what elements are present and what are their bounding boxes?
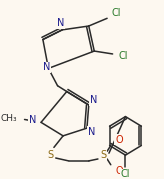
Text: S: S: [47, 150, 53, 160]
Text: N: N: [88, 127, 95, 137]
Text: S: S: [100, 150, 106, 160]
Text: Cl: Cl: [119, 51, 128, 61]
Text: O: O: [115, 135, 123, 145]
Text: O: O: [115, 166, 123, 176]
Text: N: N: [90, 95, 97, 105]
Text: N: N: [43, 62, 50, 72]
Text: Cl: Cl: [121, 169, 130, 179]
Text: N: N: [57, 18, 64, 28]
Text: N: N: [29, 115, 36, 125]
Text: Cl: Cl: [112, 8, 121, 18]
Text: CH₃: CH₃: [0, 114, 17, 123]
